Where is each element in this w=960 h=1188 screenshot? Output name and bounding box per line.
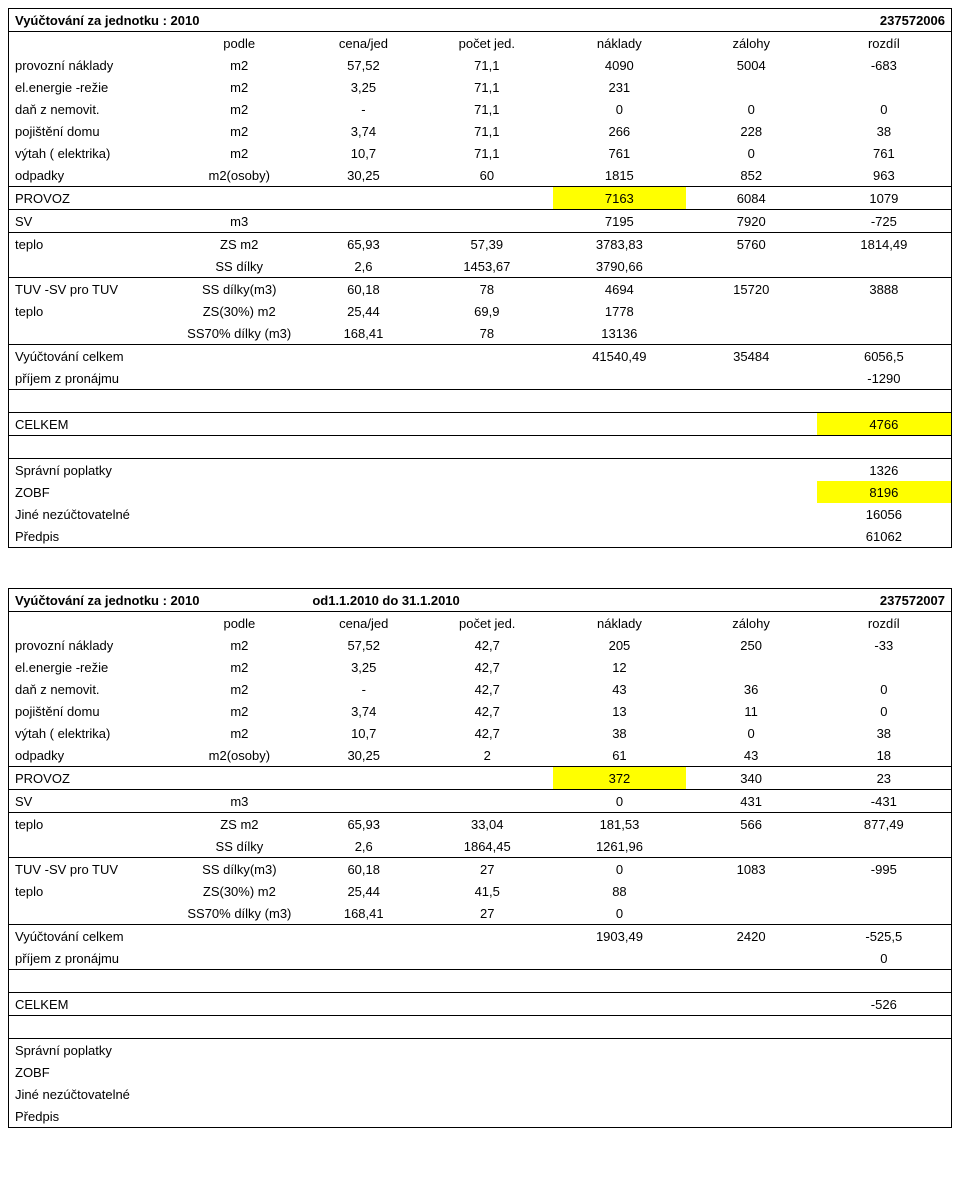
data-row: pojištění domum23,7442,713110: [9, 700, 951, 722]
teplo2-row-1b: SS70% dílky (m3) 168,41 78 13136: [9, 322, 951, 345]
footer-row: ZOBF: [9, 1061, 951, 1083]
teplo-row-2a: teplo ZS m2 65,93 33,04 181,53 566 877,4…: [9, 813, 951, 836]
teplo-row-1b: SS dílky 2,6 1453,67 3790,66: [9, 255, 951, 278]
tuv-row-1: TUV -SV pro TUV SS dílky(m3) 60,18 78 46…: [9, 278, 951, 301]
data-row: provozní nákladym257,5271,140905004-683: [9, 54, 951, 76]
prijem-row-1: příjem z pronájmu -1290: [9, 367, 951, 390]
teplo2-row-1a: teplo ZS(30%) m2 25,44 69,9 1778: [9, 300, 951, 322]
footer-row: Jiné nezúčtovatelné16056: [9, 503, 951, 525]
data-row: provozní nákladym257,5242,7205250-33: [9, 634, 951, 656]
settlement-table-2: Vyúčtování za jednotku : 2010 od1.1.2010…: [8, 588, 952, 1128]
footer-row: Správní poplatky1326: [9, 459, 951, 482]
data-row: daň z nemovit.m2-71,1000: [9, 98, 951, 120]
sv-row-1: SV m3 7195 7920 -725: [9, 210, 951, 233]
footer-row: ZOBF8196: [9, 481, 951, 503]
title-left-1: Vyúčtování za jednotku : 2010: [9, 9, 421, 32]
data-row: pojištění domum23,7471,126622838: [9, 120, 951, 142]
data-row: daň z nemovit.m2-42,743360: [9, 678, 951, 700]
teplo2-row-2a: teplo ZS(30%) m2 25,44 41,5 88: [9, 880, 951, 902]
data-row: el.energie -režiem23,2542,712: [9, 656, 951, 678]
title-mid-2: od1.1.2010 do 31.1.2010: [306, 589, 553, 612]
footer-row: Předpis61062: [9, 525, 951, 547]
data-row: výtah ( elektrika)m210,771,17610761: [9, 142, 951, 164]
teplo2-row-2b: SS70% dílky (m3) 168,41 27 0: [9, 902, 951, 925]
provoz-row-1: PROVOZ 7163 6084 1079: [9, 187, 951, 210]
footer-row: Jiné nezúčtovatelné: [9, 1083, 951, 1105]
data-row: el.energie -režiem23,2571,1231: [9, 76, 951, 98]
teplo-row-2b: SS dílky 2,6 1864,45 1261,96: [9, 835, 951, 858]
footer-row: Správní poplatky: [9, 1039, 951, 1062]
vyuct-row-1: Vyúčtování celkem 41540,49 35484 6056,5: [9, 345, 951, 368]
footer-row: Předpis: [9, 1105, 951, 1127]
prijem-row-2: příjem z pronájmu 0: [9, 947, 951, 970]
tuv-row-2: TUV -SV pro TUV SS dílky(m3) 60,18 27 0 …: [9, 858, 951, 881]
teplo-row-1a: teplo ZS m2 65,93 57,39 3783,83 5760 181…: [9, 233, 951, 256]
provoz-row-2: PROVOZ 372 340 23: [9, 767, 951, 790]
data-row: výtah ( elektrika)m210,742,738038: [9, 722, 951, 744]
vyuct-row-2: Vyúčtování celkem 1903,49 2420 -525,5: [9, 925, 951, 948]
title-right-2: 237572007: [817, 589, 951, 612]
settlement-table-1: Vyúčtování za jednotku : 2010 237572006 …: [8, 8, 952, 548]
header-row-1: podle cena/jed počet jed. náklady zálohy…: [9, 32, 951, 55]
sv-row-2: SV m3 0 431 -431: [9, 790, 951, 813]
celkem-row-2: CELKEM -526: [9, 993, 951, 1016]
data-row: odpadkym2(osoby)30,252614318: [9, 744, 951, 767]
header-row-2: podle cena/jed počet jed. náklady zálohy…: [9, 612, 951, 635]
celkem-row-1: CELKEM 4766: [9, 413, 951, 436]
title-right-1: 237572006: [817, 9, 951, 32]
data-row: odpadkym2(osoby)30,25601815852963: [9, 164, 951, 187]
title-left-2: Vyúčtování za jednotku : 2010: [9, 589, 306, 612]
